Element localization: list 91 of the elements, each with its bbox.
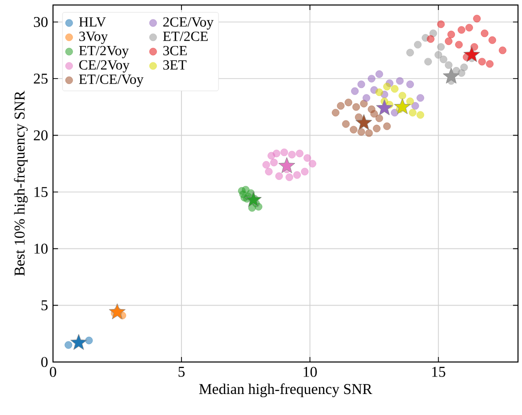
point [342, 120, 350, 128]
point [336, 102, 345, 110]
point [288, 150, 296, 158]
legend-label: ET/CE/Voy [79, 74, 144, 87]
legend-label: 3Voy [79, 32, 108, 44]
point [375, 70, 384, 78]
point [296, 150, 304, 158]
point [383, 82, 391, 90]
x-axis-title: Median high-frequency SNR [199, 383, 372, 398]
point [460, 64, 468, 72]
point [458, 26, 466, 34]
legend-label: CE/2Voy [79, 60, 130, 73]
point [440, 56, 448, 64]
point [300, 168, 309, 176]
point [280, 148, 288, 156]
x-tick-label: 10 [304, 366, 317, 377]
point [398, 92, 406, 100]
point [424, 58, 432, 66]
x-tick-label: 15 [432, 366, 446, 377]
point [406, 48, 414, 56]
point [242, 186, 250, 194]
point [444, 37, 452, 46]
point [429, 30, 438, 38]
point [265, 168, 273, 176]
legend-label: ET/2CE [163, 32, 208, 42]
legend-label: ET/2Voy [79, 46, 129, 58]
legend-label: HLV [79, 17, 106, 27]
point [478, 58, 486, 66]
point [275, 172, 283, 180]
point [365, 129, 373, 137]
point [370, 110, 378, 118]
point [416, 111, 424, 119]
point [344, 98, 352, 106]
legend-label: 3ET [163, 60, 186, 70]
point [64, 341, 72, 349]
point [406, 80, 414, 88]
point [357, 128, 366, 136]
y-tick-label: 5 [42, 300, 48, 310]
point [304, 154, 312, 162]
point [390, 85, 398, 93]
point [262, 160, 270, 169]
point [375, 114, 384, 122]
point [480, 30, 488, 38]
point [447, 30, 456, 38]
point [411, 102, 420, 110]
x-tick-label: 0 [50, 366, 56, 377]
y-tick-label: 25 [34, 74, 48, 84]
point [85, 336, 93, 344]
point [272, 150, 280, 158]
point [383, 122, 391, 130]
point [286, 173, 294, 182]
point [498, 46, 506, 54]
point [375, 88, 384, 96]
y-tick-label: 20 [34, 130, 48, 140]
point [360, 100, 368, 108]
point [408, 108, 416, 116]
point [351, 87, 359, 95]
point [437, 43, 445, 51]
x-tick-label: 5 [178, 366, 185, 377]
y-tick-label: 0 [41, 356, 48, 368]
point [465, 24, 473, 32]
point [486, 60, 494, 68]
point [416, 94, 424, 102]
point [406, 98, 414, 106]
y-tick-label: 15 [34, 187, 48, 197]
point [455, 40, 463, 48]
point [270, 158, 278, 166]
point [357, 80, 366, 88]
point [352, 103, 360, 111]
point [444, 61, 452, 69]
legend-label: 3CE [163, 46, 187, 56]
point [473, 14, 481, 22]
point [308, 160, 316, 168]
point [396, 77, 404, 85]
y-axis-title: Best 10% high-frequency SNR [14, 90, 28, 276]
point [426, 35, 434, 43]
y-tick-label: 30 [34, 16, 48, 28]
legend-label: 2CE/Voy [163, 17, 214, 30]
point [368, 74, 376, 82]
point [488, 36, 496, 44]
point [414, 40, 422, 48]
point [248, 204, 256, 212]
point [332, 108, 340, 116]
point [293, 171, 301, 179]
point [372, 124, 381, 132]
point [362, 94, 370, 102]
point [350, 126, 358, 134]
point [458, 69, 466, 77]
point [434, 51, 442, 59]
y-tick-label: 10 [34, 244, 48, 254]
point [437, 20, 445, 28]
